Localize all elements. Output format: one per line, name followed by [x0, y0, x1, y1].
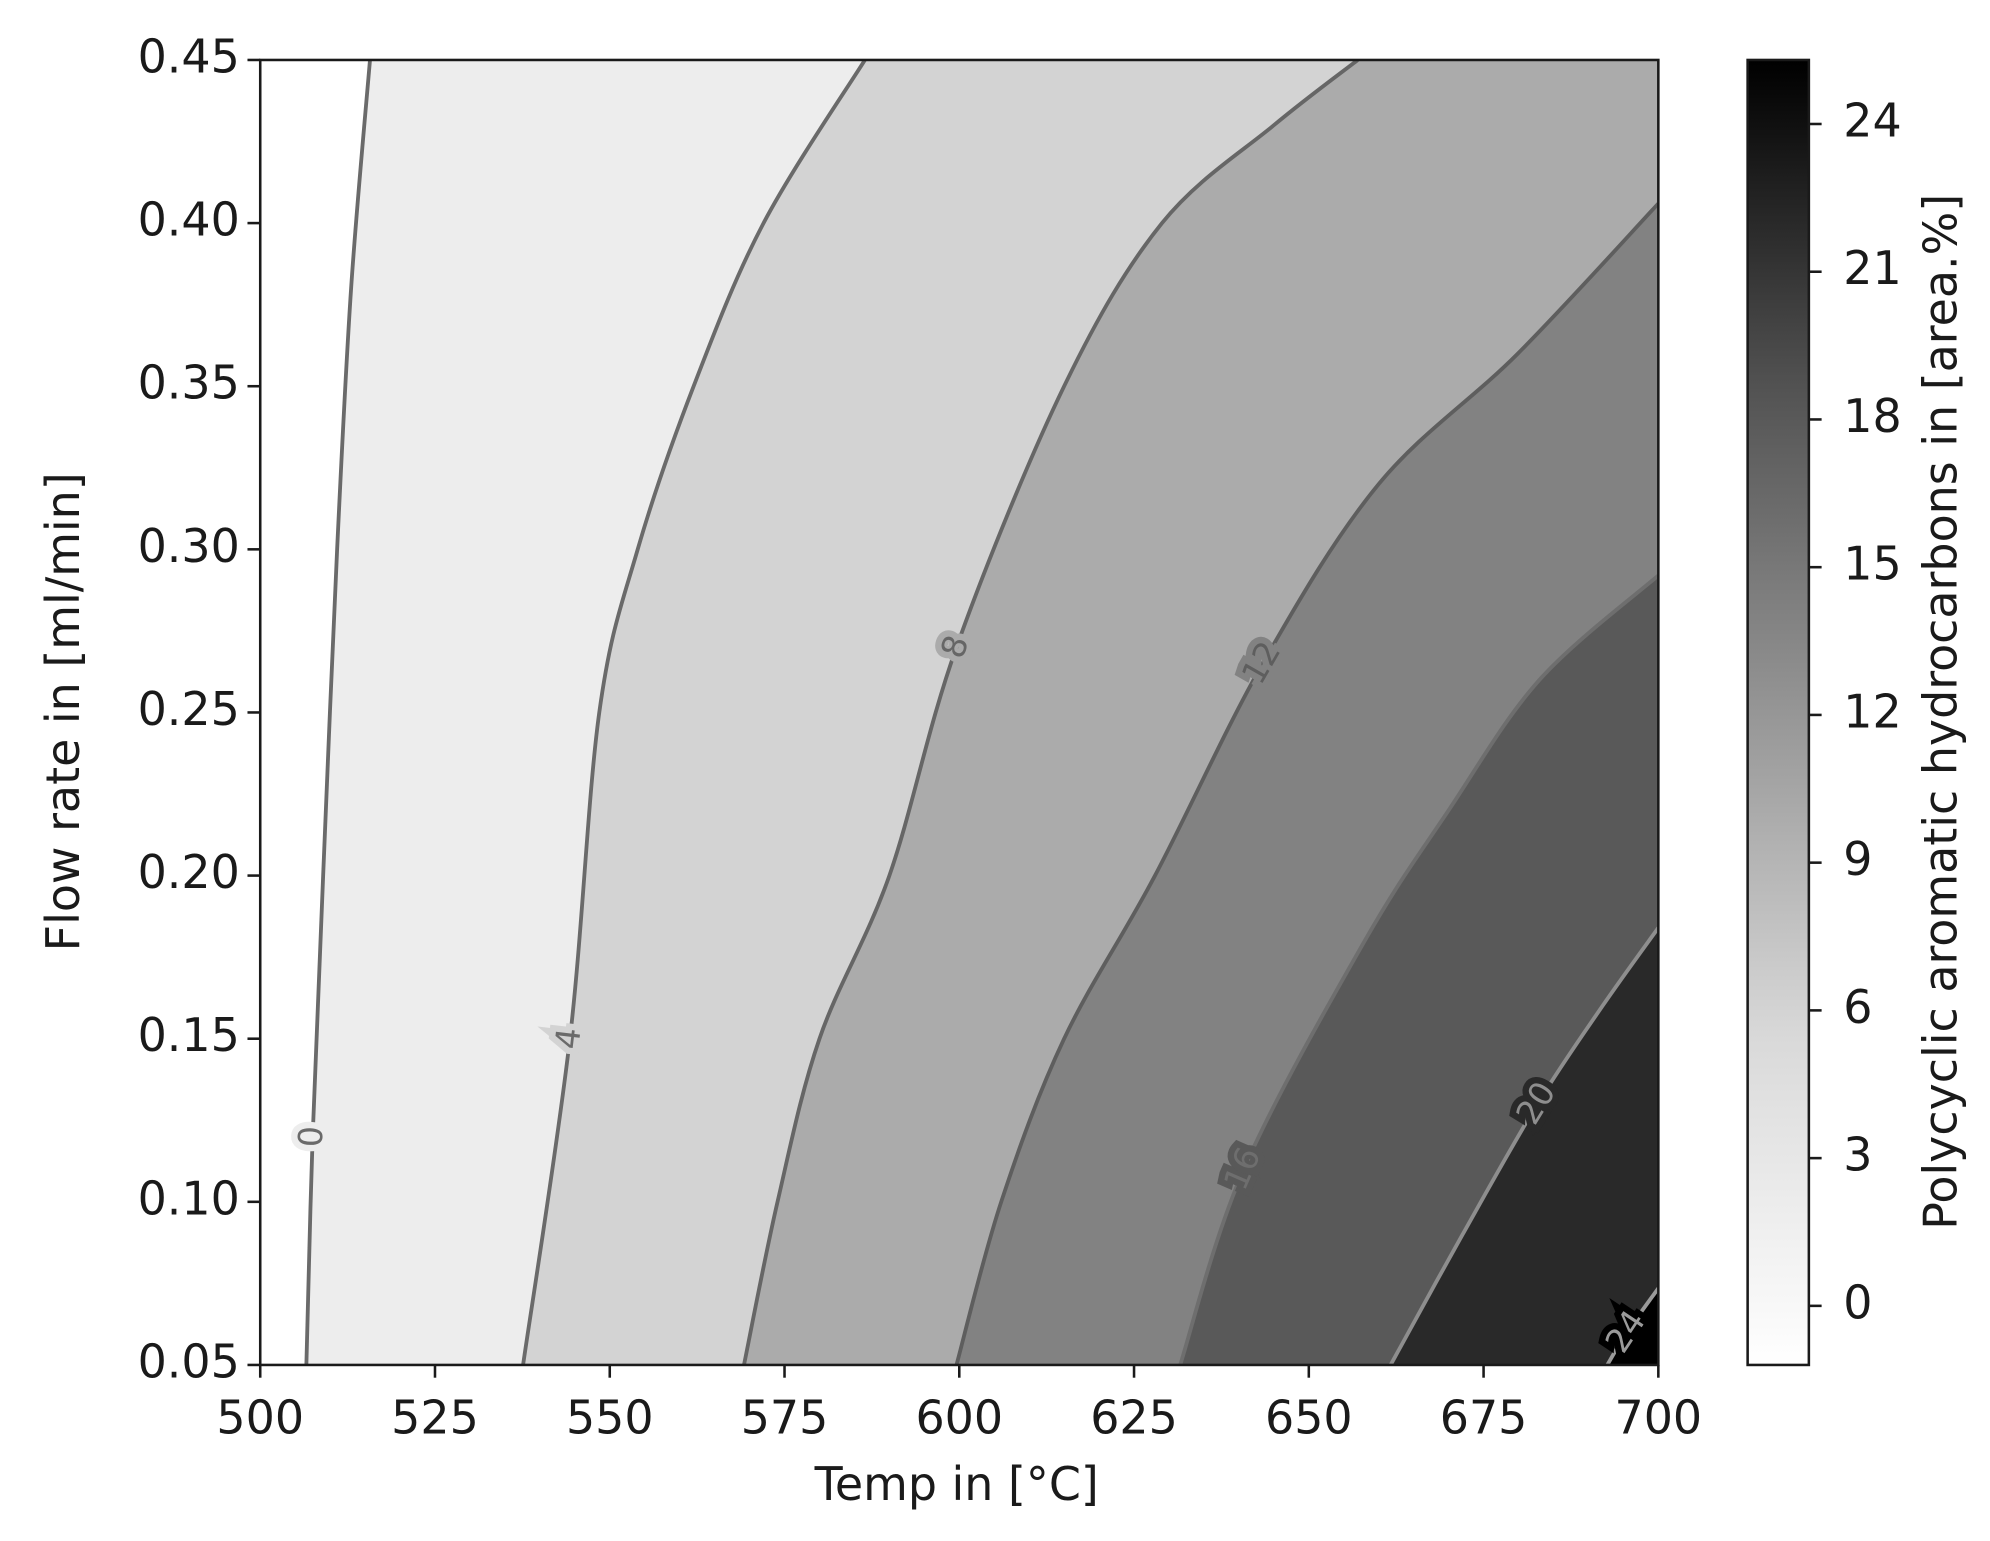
contour-line [304, 59, 372, 1365]
y-tick-label: 0.45 [138, 29, 240, 83]
contour-label: 0 [291, 1125, 331, 1147]
y-tick-label: 0.15 [138, 1008, 240, 1062]
contour-band [1390, 927, 1659, 1365]
filled-contours [260, 59, 1659, 1365]
y-tick-label: 0.10 [138, 1171, 240, 1225]
x-tick-label: 625 [1090, 1391, 1178, 1445]
colorbar-tick-label: 3 [1843, 1128, 1872, 1182]
contour-line [954, 202, 1659, 1365]
colorbar-tick-label: 24 [1843, 93, 1901, 147]
axes: 0 3 6 9 12 15 18 21 24 500 525 550 575 600 625 650 675 70… [138, 29, 1902, 1444]
x-tick-label: 675 [1440, 1391, 1528, 1445]
contour-line [1178, 573, 1659, 1365]
colorbar-tick-label: 18 [1843, 389, 1901, 443]
contour-line [1605, 1287, 1659, 1365]
colorbar-tick-label: 21 [1843, 241, 1901, 295]
y-tick-label: 0.35 [138, 356, 240, 410]
x-tick-label: 550 [566, 1391, 654, 1445]
y-tick-label: 0.20 [138, 845, 240, 899]
colorbar-tick-label: 6 [1843, 980, 1872, 1034]
y-tick-label: 0.25 [138, 682, 240, 736]
colorbar-tick-label: 9 [1843, 832, 1872, 886]
contour-line [742, 59, 1359, 1365]
x-tick-label: 575 [741, 1391, 829, 1445]
x-tick-label: 600 [915, 1391, 1003, 1445]
contour-line [521, 59, 867, 1365]
x-tick-label: 650 [1265, 1391, 1353, 1445]
colorbar-tick-label: 15 [1843, 537, 1901, 591]
colorbar-tick-label: 0 [1843, 1275, 1872, 1329]
contour-line [1388, 926, 1659, 1365]
colorbar-label: Polycyclic aromatic hydrocarbons in [are… [1914, 194, 1968, 1230]
x-tick-label: 700 [1615, 1391, 1703, 1445]
y-axis-label: Flow rate in [ml/min] [36, 472, 90, 951]
contour-label: 4 [547, 1026, 588, 1051]
x-tick-label: 500 [216, 1391, 304, 1445]
y-tick-label: 0.30 [138, 519, 240, 573]
x-tick-label: 525 [391, 1391, 479, 1445]
colorbar [1746, 58, 1811, 1367]
y-tick-label: 0.40 [138, 193, 240, 247]
x-axis-label: Temp in [°C] [814, 1457, 1099, 1511]
colorbar-tick-label: 12 [1843, 684, 1901, 738]
y-tick-label: 0.05 [138, 1334, 240, 1388]
